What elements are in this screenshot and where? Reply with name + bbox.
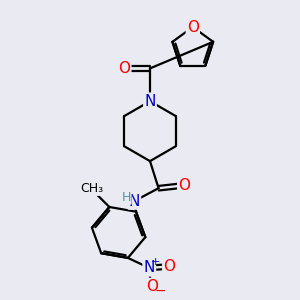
Text: +: + — [150, 257, 160, 267]
Text: O: O — [187, 20, 199, 34]
Text: H: H — [122, 191, 131, 204]
Text: O: O — [146, 279, 158, 294]
Text: O: O — [163, 259, 175, 274]
Text: N: N — [129, 194, 140, 208]
Text: N: N — [144, 94, 156, 109]
Text: CH₃: CH₃ — [81, 182, 104, 195]
Text: −: − — [155, 284, 167, 298]
Text: O: O — [178, 178, 190, 193]
Text: O: O — [118, 61, 130, 76]
Text: N: N — [144, 260, 155, 275]
